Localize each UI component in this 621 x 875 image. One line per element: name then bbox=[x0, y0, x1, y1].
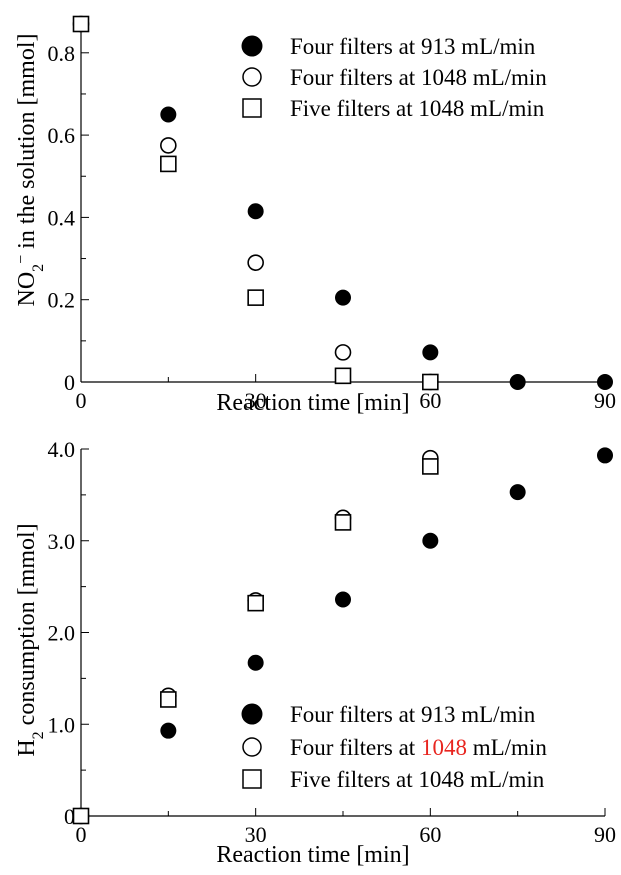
y-axis-title: NO2− in the solution [mmol] bbox=[13, 33, 47, 306]
y-axis-title-part: 2 bbox=[30, 264, 47, 272]
y-axis-title-part: 2 bbox=[30, 731, 47, 739]
data-point bbox=[160, 137, 177, 154]
data-point bbox=[72, 807, 90, 825]
x-tick-label: 90 bbox=[594, 822, 616, 847]
y-tick-label: 0.2 bbox=[48, 288, 76, 313]
data-point bbox=[247, 289, 264, 306]
chart-panel-1: 0 30 60 90 0 0.2 0.4 0.6 0.8 Reaction time [min] N… bbox=[13, 15, 616, 416]
data-point bbox=[160, 691, 177, 708]
legend-symbol bbox=[241, 35, 263, 57]
y-tick-label: 0 bbox=[64, 804, 75, 829]
legend-label: Four filters at 913 mL/min bbox=[290, 702, 536, 727]
data-point bbox=[335, 289, 351, 306]
data-point bbox=[334, 514, 352, 531]
x-axis-title: Reaction time [min] bbox=[216, 842, 409, 868]
series-3 bbox=[72, 15, 439, 391]
data-point bbox=[597, 374, 613, 390]
data-point bbox=[422, 532, 439, 549]
x-tick-label: 60 bbox=[419, 822, 441, 847]
x-axis-title: Reaction time [min] bbox=[216, 390, 409, 416]
legend-label: Five filters at 1048 mL/min bbox=[290, 767, 545, 792]
data-point bbox=[422, 344, 439, 361]
y-tick-label: 0.8 bbox=[48, 41, 76, 66]
data-point bbox=[509, 374, 526, 390]
y-tick-label: 4.0 bbox=[48, 437, 76, 462]
legend-label: Four filters at 1048 mL/min bbox=[290, 735, 547, 760]
x-tick-label: 30 bbox=[245, 388, 267, 413]
data-point bbox=[160, 155, 177, 173]
legend-symbol bbox=[242, 769, 262, 789]
y-tick-label: 0.6 bbox=[48, 123, 76, 148]
y-tick-label: 0 bbox=[64, 370, 75, 395]
legend-label-highlight: 1048 bbox=[421, 735, 467, 760]
data-point bbox=[160, 106, 177, 123]
data-point bbox=[422, 373, 439, 391]
legend-symbol bbox=[242, 98, 262, 118]
y-axis-title-part: consumption [mmol] bbox=[14, 523, 40, 731]
data-point bbox=[597, 447, 613, 464]
legend-label: Four filters at 1048 mL/min bbox=[290, 65, 547, 90]
legend: Four filters at 913 mL/min Four filters a… bbox=[241, 34, 547, 121]
data-point bbox=[247, 254, 264, 271]
legend-label: Five filters at 1048 mL/min bbox=[290, 96, 545, 121]
legend-symbol bbox=[241, 703, 263, 725]
legend-symbol bbox=[242, 737, 262, 757]
y-tick-label: 1.0 bbox=[48, 712, 76, 737]
data-point bbox=[422, 458, 439, 475]
x-tick-label: 30 bbox=[245, 822, 267, 847]
data-point bbox=[247, 594, 264, 612]
x-tick-label: 90 bbox=[594, 388, 616, 413]
data-point bbox=[335, 591, 351, 608]
y-axis-title-part: NO bbox=[14, 272, 40, 307]
legend-label-part: Four filters at bbox=[290, 735, 421, 760]
x-tick-label: 0 bbox=[76, 388, 87, 413]
x-tick-label: 0 bbox=[76, 822, 87, 847]
legend-label-part: mL/min bbox=[467, 735, 547, 760]
legend-label: Four filters at 913 mL/min bbox=[290, 34, 536, 59]
y-axis-title-part: in the solution [mmol] bbox=[14, 33, 40, 254]
series-3 bbox=[72, 458, 439, 825]
y-axis-title-part: − bbox=[13, 255, 30, 264]
y-tick-label: 0.4 bbox=[48, 205, 76, 230]
y-tick-label: 2.0 bbox=[48, 621, 76, 646]
data-point bbox=[72, 15, 90, 33]
data-point bbox=[334, 367, 352, 385]
data-point bbox=[160, 722, 177, 739]
legend: Four filters at 913 mL/min Four filters a… bbox=[241, 702, 547, 792]
data-point bbox=[334, 344, 352, 361]
y-tick-label: 3.0 bbox=[48, 529, 76, 554]
chart-panel-2: 0 30 60 90 0 1.0 2.0 3.0 4.0 Reaction time [min] H… bbox=[14, 437, 616, 868]
data-point bbox=[509, 484, 526, 501]
y-axis-title-part: H bbox=[14, 739, 40, 756]
y-axis-title: H2 consumption [mmol] bbox=[14, 523, 47, 756]
legend-symbol bbox=[242, 67, 262, 87]
x-tick-label: 60 bbox=[419, 388, 441, 413]
data-point bbox=[247, 654, 264, 671]
data-point bbox=[247, 203, 264, 220]
